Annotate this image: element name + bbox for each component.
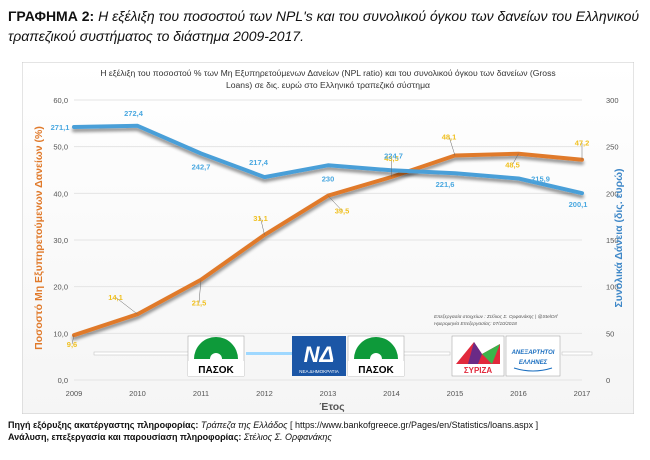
- chart-title-line2: Loans) σε δις. ευρώ στο Ελληνικό τραπεζι…: [226, 80, 430, 90]
- y-axis-left-ticks: 0,0 10,0 20,0 30,0 40,0 50,0 60,0: [53, 96, 68, 385]
- y-tick-left: 60,0: [53, 96, 68, 105]
- x-axis-ticks: 2009 2010 2011 2012 2013 2014 2015 2016 2017: [66, 389, 591, 398]
- x-tick-2012: 2012: [256, 389, 273, 398]
- period-bar-syriza: [561, 351, 593, 356]
- y-axis-right-label: Συνολικά Δάνεια (δις. ευρώ): [613, 168, 625, 307]
- pasok-logo-1: ΠΑΣΟΚ: [187, 335, 245, 377]
- loans-label-2015: 221,6: [436, 180, 455, 189]
- y-tick-right: 300: [606, 96, 619, 105]
- y-tick-right: 150: [606, 236, 619, 245]
- npl-label-2013: 39,5: [335, 207, 350, 216]
- svg-text:ΕΛΛΗΝΕΣ: ΕΛΛΗΝΕΣ: [519, 360, 548, 366]
- npl-label-2010: 14,1: [108, 293, 123, 302]
- loans-label-2009: 271,1: [51, 123, 70, 132]
- anel-logo: ΑΝΕΞΑΡΤΗΤΟΙ ΕΛΛΗΝΕΣ: [505, 335, 561, 377]
- svg-text:ΝΔ: ΝΔ: [304, 342, 335, 367]
- y-tick-right: 200: [606, 189, 619, 198]
- analysis-label: Ανάλυση, επεξεργασία και παρουσίαση πληρ…: [8, 432, 242, 442]
- npl-label-2012: 31,1: [253, 214, 268, 223]
- loans-label-2016: 215,9: [531, 174, 550, 183]
- svg-text:ΣΥΡΙΖΑ: ΣΥΡΙΖΑ: [464, 366, 493, 375]
- leader-line: [115, 297, 138, 315]
- x-tick-2010: 2010: [129, 389, 146, 398]
- chart-panel: Η εξέλιξη του ποσοστού % των Μη Εξυπηρετ…: [22, 62, 634, 414]
- source-label: Πηγή εξόρυξης ακατέργαστης πληροφορίας:: [8, 420, 199, 430]
- x-tick-2011: 2011: [193, 389, 209, 398]
- npl-label-2016: 48,5: [505, 161, 520, 170]
- y-tick-left: 20,0: [53, 283, 68, 292]
- figure-number: ΓΡΑΦΗΜΑ 2:: [8, 8, 95, 24]
- source-name: Τράπεζα της Ελλάδος: [200, 420, 288, 430]
- loans-label-2013: 230: [322, 174, 335, 183]
- leader-line: [327, 195, 343, 211]
- npl-label-2015: 48,1: [442, 133, 457, 142]
- pasok-logo-2: ΠΑΣΟΚ: [347, 335, 405, 377]
- y-tick-left: 50,0: [53, 143, 68, 152]
- leader-line: [198, 279, 202, 303]
- svg-text:ΠΑΣΟΚ: ΠΑΣΟΚ: [198, 365, 234, 376]
- y-tick-left: 10,0: [53, 329, 68, 338]
- x-tick-2016: 2016: [510, 389, 527, 398]
- x-tick-2009: 2009: [66, 389, 83, 398]
- leader-line: [512, 153, 519, 165]
- npl-loans-chart: Η εξέλιξη του ποσοστού % των Μη Εξυπηρετ…: [22, 62, 634, 414]
- nd-logo: ΝΔ ΝΕΑ ΔΗΜΟΚΡΑΤΙΑ: [292, 336, 346, 376]
- svg-text:ΑΝΕΞΑΡΤΗΤΟΙ: ΑΝΕΞΑΡΤΗΤΟΙ: [511, 350, 555, 356]
- y-axis-left-label: Ποσοστό Μη Εξυπηρετούμενων Δανείων (%): [33, 126, 45, 350]
- grid-lines: [74, 99, 582, 381]
- y-tick-left: 40,0: [53, 189, 68, 198]
- y-tick-left: 0,0: [58, 376, 68, 385]
- leader-line: [71, 335, 75, 345]
- chart-title-line1: Η εξέλιξη του ποσοστού % των Μη Εξυπηρετ…: [100, 68, 555, 78]
- figure-caption: Η εξέλιξη του ποσοστού των NPL's και του…: [8, 8, 640, 44]
- source-note-line2: Ημερομηνία Επεξεργασίας: 07/10/2018: [434, 321, 517, 327]
- figure-heading: ΓΡΑΦΗΜΑ 2: Η εξέλιξη του ποσοστού των NP…: [8, 6, 644, 46]
- y-tick-right: 100: [606, 283, 619, 292]
- npl-label-2017: 47,2: [575, 139, 590, 148]
- y-tick-right: 50: [606, 329, 614, 338]
- npl-label-2014: 43,5: [384, 154, 399, 163]
- source-note-line1: Επεξεργασία στοιχείων : Στέλιος Σ. Ορφαν…: [434, 313, 558, 320]
- data-labels: 9,6 14,1 21,5 31,1 39,5 43,5 48,1 48,5 47,2 271,1…: [51, 109, 590, 349]
- x-tick-2014: 2014: [383, 389, 400, 398]
- leader-line: [260, 217, 265, 235]
- y-tick-left: 30,0: [53, 236, 68, 245]
- loans-label-2014: 224,7: [384, 151, 403, 160]
- period-bar-pasok-1: [93, 351, 205, 356]
- x-tick-2017: 2017: [574, 389, 591, 398]
- x-tick-2013: 2013: [320, 389, 337, 398]
- loans-label-2010: 272,4: [124, 109, 144, 118]
- y-tick-right: 0: [606, 376, 610, 385]
- analysis-author: Στέλιος Σ. Ορφανάκης: [243, 432, 332, 442]
- source-line: Πηγή εξόρυξης ακατέργαστης πληροφορίας: …: [8, 419, 644, 431]
- loans-label-2011: 242,7: [192, 162, 211, 171]
- period-bar-nd-2: [401, 351, 451, 356]
- figure-footer: Πηγή εξόρυξης ακατέργαστης πληροφορίας: …: [8, 419, 644, 443]
- leader-line: [448, 136, 456, 156]
- loans-label-2017: 200,1: [569, 200, 588, 209]
- x-axis-label: Έτος: [319, 401, 345, 413]
- source-link[interactable]: [ https://www.bankofgreece.gr/Pages/en/S…: [289, 420, 539, 430]
- loans-label-2012: 217,4: [249, 158, 269, 167]
- npl-label-2009: 9,6: [67, 340, 77, 349]
- svg-text:ΠΑΣΟΚ: ΠΑΣΟΚ: [358, 365, 394, 376]
- y-axis-right-ticks: 0 50 100 150 200 250 300: [606, 96, 619, 385]
- npl-label-2011: 21,5: [192, 299, 207, 308]
- svg-text:ΝΕΑ ΔΗΜΟΚΡΑΤΙΑ: ΝΕΑ ΔΗΜΟΚΡΑΤΙΑ: [299, 369, 340, 374]
- x-tick-2015: 2015: [447, 389, 464, 398]
- y-tick-right: 250: [606, 143, 619, 152]
- gross-loans-line: [72, 123, 584, 196]
- syriza-logo: ΣΥΡΙΖΑ: [451, 335, 505, 377]
- period-bar-nd-1: [246, 352, 292, 355]
- analysis-line: Ανάλυση, επεξεργασία και παρουσίαση πληρ…: [8, 431, 644, 443]
